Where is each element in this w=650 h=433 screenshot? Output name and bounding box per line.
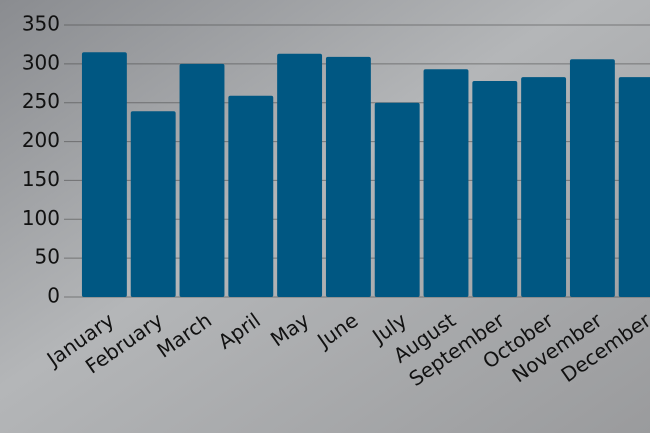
y-tick-label: 300 — [22, 50, 60, 74]
y-tick-label: 250 — [22, 89, 60, 113]
bar — [521, 77, 567, 297]
y-tick-label: 200 — [22, 128, 60, 152]
y-tick-label: 50 — [35, 245, 60, 269]
bar — [81, 52, 127, 298]
y-tick-label: 350 — [22, 12, 60, 36]
bar — [472, 80, 518, 297]
bar — [374, 102, 420, 297]
y-tick-label: 100 — [22, 206, 60, 230]
bar — [569, 59, 615, 297]
y-tick-label: 0 — [47, 284, 60, 308]
bar — [618, 77, 650, 297]
bar — [423, 69, 469, 297]
bar — [130, 111, 176, 298]
bar — [277, 53, 323, 297]
bar — [325, 56, 371, 298]
bar — [228, 95, 274, 297]
y-tick-label: 150 — [22, 167, 60, 191]
bar — [179, 63, 225, 297]
